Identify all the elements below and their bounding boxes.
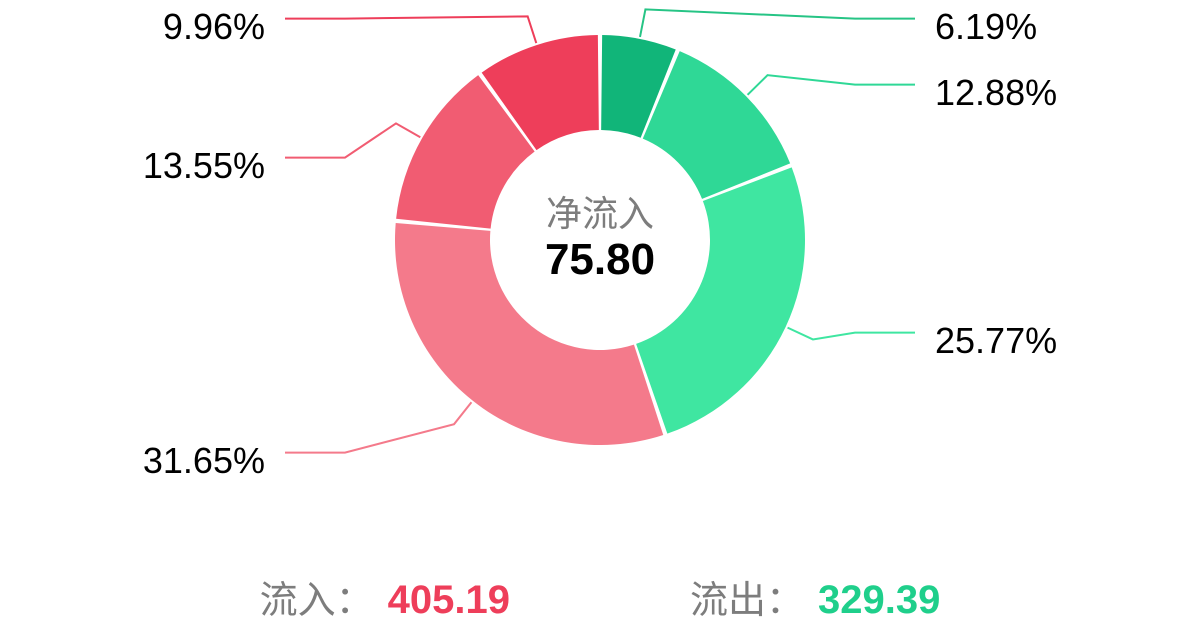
donut-svg: 净流入75.80 (393, 33, 807, 447)
callout-out_b: 13.55% (143, 145, 265, 187)
inflow-label: 流入： (260, 569, 374, 624)
center-title: 净流入 (546, 193, 654, 234)
outflow-summary: 流出： 329.39 (690, 569, 940, 624)
center-value: 75.80 (545, 235, 655, 284)
callout-out_a: 31.65% (143, 440, 265, 482)
callout-out_c: 9.96% (163, 6, 265, 48)
donut-chart: 净流入75.80 (393, 33, 807, 447)
slice-in_c (636, 167, 805, 433)
chart-stage: 净流入75.80 6.19% 12.88% 25.77% 31.65% 13.55% 9.… (0, 0, 1200, 630)
callout-in_c: 25.77% (935, 320, 1057, 362)
callout-in_a: 6.19% (935, 6, 1037, 48)
inflow-value: 405.19 (388, 578, 510, 623)
outflow-value: 329.39 (818, 578, 940, 623)
inflow-summary: 流入： 405.19 (260, 569, 510, 624)
callout-in_b: 12.88% (935, 72, 1057, 114)
summary-row: 流入： 405.19 流出： 329.39 (0, 569, 1200, 630)
outflow-label: 流出： (690, 569, 804, 624)
